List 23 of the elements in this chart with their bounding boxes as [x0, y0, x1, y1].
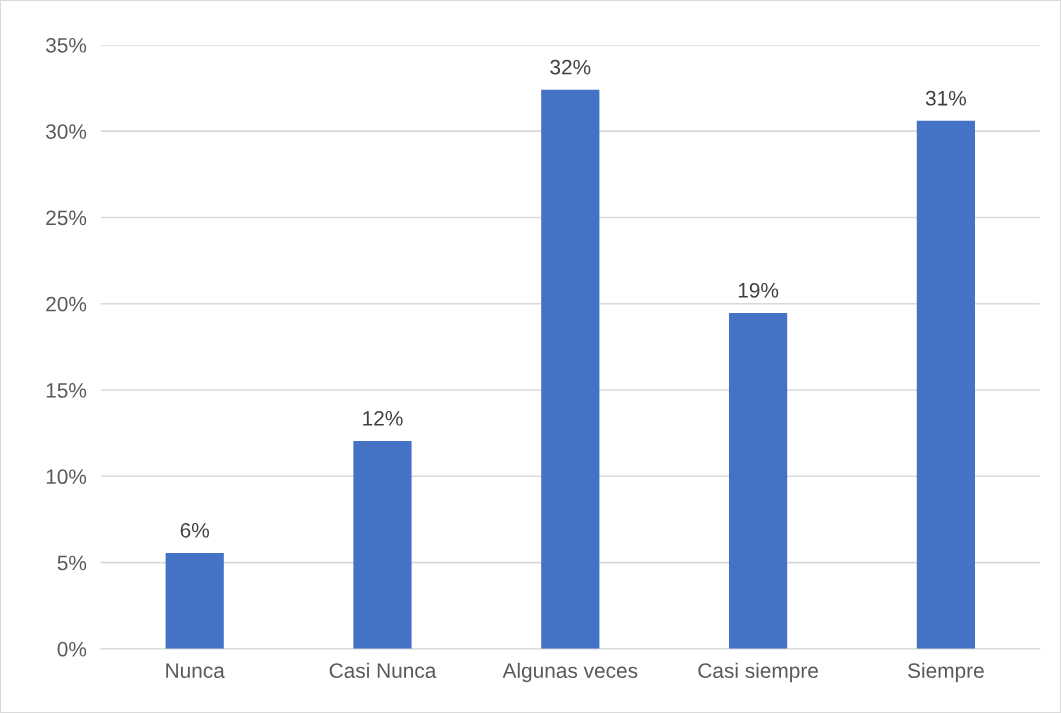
y-tick-label: 5%	[57, 555, 87, 571]
bar	[165, 552, 224, 649]
data-label: 12%	[363, 410, 403, 426]
x-tick-label: Siempre	[908, 662, 984, 683]
x-tick-label: Casi siempre	[698, 662, 818, 683]
bar	[353, 440, 412, 649]
data-label: 6%	[180, 522, 210, 538]
x-tick-label: Algunas veces	[502, 662, 638, 683]
bar	[916, 120, 975, 649]
y-tick-label: 25%	[46, 210, 87, 226]
y-tick-label: 10%	[46, 469, 87, 485]
data-label: 31%	[925, 90, 966, 106]
x-tick-label: Casi Nunca	[329, 662, 437, 679]
y-tick-label: 20%	[46, 296, 87, 312]
x-tick-label: Nunca	[166, 663, 225, 679]
y-tick-label: 0%	[57, 641, 87, 657]
y-tick-label: 15%	[46, 383, 87, 398]
y-tick-label: 35%	[46, 37, 87, 53]
data-label: 19%	[738, 282, 779, 298]
y-tick-label: 30%	[46, 124, 87, 139]
data-label: 32%	[550, 59, 591, 75]
bar	[541, 89, 600, 649]
bar	[728, 312, 788, 649]
